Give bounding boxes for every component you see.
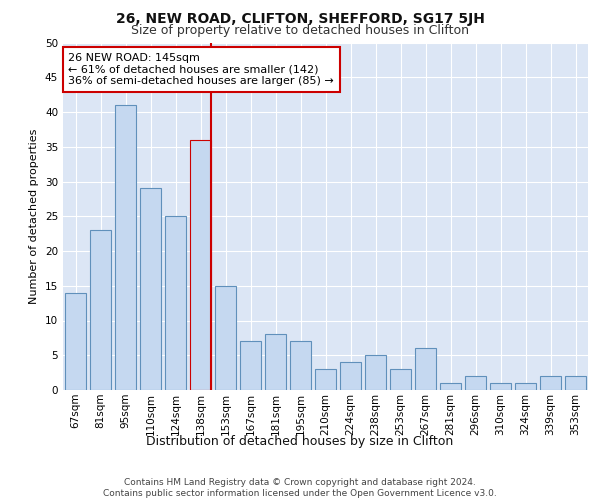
Bar [90, 230, 111, 390]
Text: Distribution of detached houses by size in Clifton: Distribution of detached houses by size … [146, 435, 454, 448]
Bar [165, 216, 186, 390]
Bar [215, 286, 236, 390]
Bar [440, 383, 461, 390]
Bar [390, 369, 411, 390]
Bar [315, 369, 336, 390]
Bar [115, 105, 136, 390]
Bar [140, 188, 161, 390]
Bar [290, 342, 311, 390]
Bar [415, 348, 436, 390]
Bar [240, 342, 261, 390]
Y-axis label: Number of detached properties: Number of detached properties [29, 128, 40, 304]
Bar [490, 383, 511, 390]
Text: Contains HM Land Registry data © Crown copyright and database right 2024.
Contai: Contains HM Land Registry data © Crown c… [103, 478, 497, 498]
Text: 26, NEW ROAD, CLIFTON, SHEFFORD, SG17 5JH: 26, NEW ROAD, CLIFTON, SHEFFORD, SG17 5J… [116, 12, 484, 26]
Bar [265, 334, 286, 390]
Bar [540, 376, 561, 390]
Text: 26 NEW ROAD: 145sqm
← 61% of detached houses are smaller (142)
36% of semi-detac: 26 NEW ROAD: 145sqm ← 61% of detached ho… [68, 53, 334, 86]
Bar [340, 362, 361, 390]
Bar [65, 292, 86, 390]
Text: Size of property relative to detached houses in Clifton: Size of property relative to detached ho… [131, 24, 469, 37]
Bar [465, 376, 486, 390]
Bar [515, 383, 536, 390]
Bar [565, 376, 586, 390]
Bar [190, 140, 211, 390]
Bar [365, 355, 386, 390]
